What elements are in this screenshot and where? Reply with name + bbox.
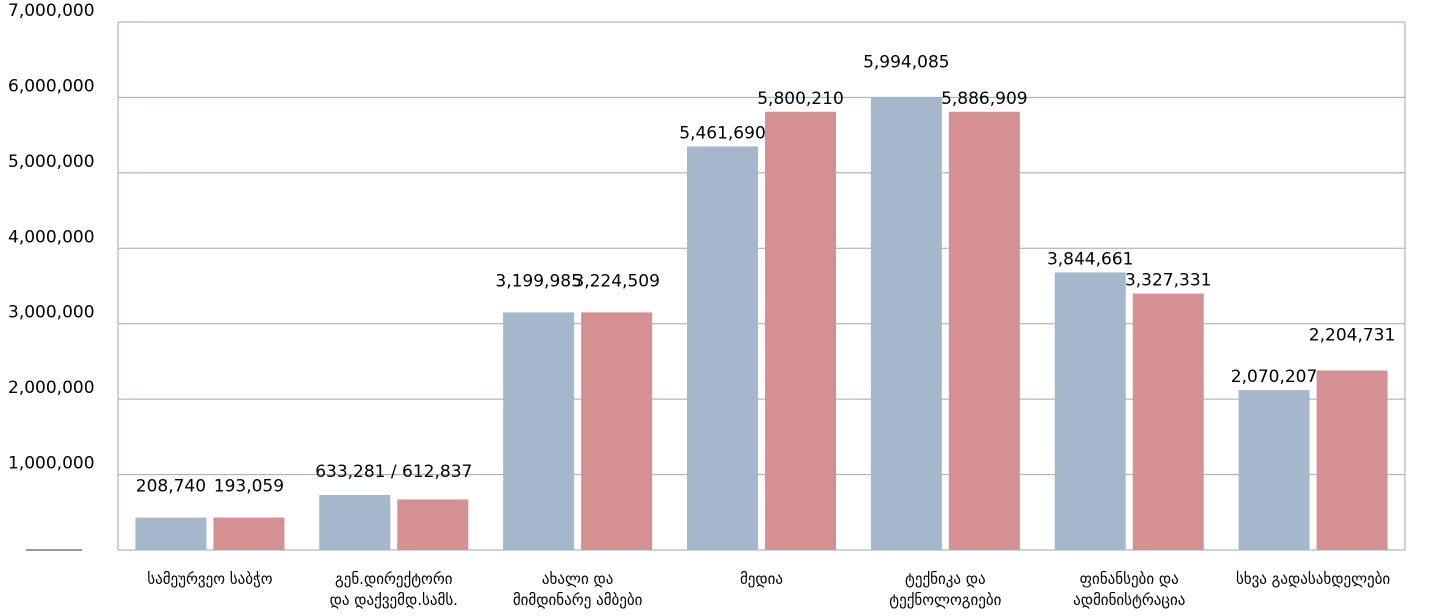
bar-series-1-cat-1 <box>135 517 207 550</box>
bar-series-2-cat-2 <box>397 499 469 550</box>
data-label: 3,224,509 <box>573 271 660 291</box>
x-tick-label: ახალი და <box>542 570 613 588</box>
x-tick-label: მიმდინარე ამბები <box>513 591 643 609</box>
y-tick-label: 1,000,000 <box>8 454 95 474</box>
y-tick-label: 7,000,000 <box>8 1 95 21</box>
x-tick-label: ტექნოლოგიები <box>889 591 1001 609</box>
data-label: 193,059 <box>214 477 284 497</box>
bar-series-2-cat-6 <box>1132 293 1204 550</box>
x-tick-label: სამეურვეო საბჭო <box>147 570 273 588</box>
y-tick-label: 4,000,000 <box>8 227 95 247</box>
bar-series-1-cat-2 <box>319 494 391 550</box>
data-label: 5,800,210 <box>757 89 844 109</box>
y-tick-label: 2,000,000 <box>8 378 95 398</box>
x-tick-label: და დაქვემდ.სამს. <box>330 591 458 609</box>
data-label: 3,327,331 <box>1125 271 1212 291</box>
data-label: 3,199,985 <box>495 271 582 291</box>
data-label: 633,281 / 612,837 <box>315 462 472 482</box>
x-tick-label: მედია <box>740 570 783 588</box>
bar-series-1-cat-7 <box>1238 390 1310 550</box>
bar-series-2-cat-7 <box>1316 370 1388 550</box>
y-tick-label: 3,000,000 <box>8 303 95 323</box>
x-tick-label: ფინანსები და <box>1080 570 1179 588</box>
bar-series-1-cat-5 <box>870 97 942 550</box>
x-tick-label: ადმინისტრაცია <box>1073 591 1185 609</box>
data-label: 2,070,207 <box>1231 367 1318 387</box>
bar-series-2-cat-4 <box>765 111 836 550</box>
data-label: 5,994,085 <box>863 52 950 72</box>
bar-series-1-cat-6 <box>1054 272 1126 550</box>
x-tick-label: გენ.დირექტორი <box>335 570 453 588</box>
y-tick-label: 5,000,000 <box>8 152 95 172</box>
data-label: 3,844,661 <box>1047 249 1134 269</box>
bar-series-2-cat-3 <box>581 312 653 550</box>
x-tick-label: ტექნიკა და <box>905 570 986 588</box>
bar-series-1-cat-3 <box>503 312 575 550</box>
data-label: 2,204,731 <box>1309 325 1396 345</box>
data-label: 5,461,690 <box>679 123 766 143</box>
data-label: 208,740 <box>136 477 206 497</box>
bar-series-2-cat-1 <box>213 517 285 550</box>
y-tick-label: 6,000,000 <box>8 76 95 96</box>
bar-series-2-cat-5 <box>948 111 1020 550</box>
data-label: 5,886,909 <box>941 89 1028 109</box>
x-tick-label: სხვა გადასახდელები <box>1236 570 1390 588</box>
bar-series-1-cat-4 <box>687 146 758 550</box>
